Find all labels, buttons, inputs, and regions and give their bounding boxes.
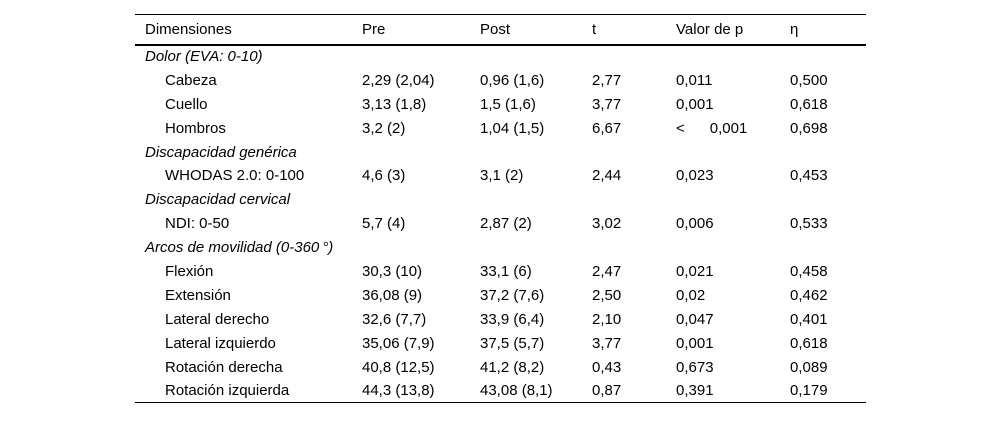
cell-p: 0,023 [676, 167, 714, 185]
table-row: Extensión 36,08 (9) 37,2 (7,6) 2,50 0,02… [135, 283, 866, 307]
cell-eta: 0,458 [790, 262, 828, 280]
table-row: Rotación derecha 40,8 (12,5) 41,2 (8,2) … [135, 355, 866, 379]
cell-p: 0,011 [676, 71, 713, 89]
column-header-post: Post [480, 20, 511, 38]
header-row: Dimensiones Pre Post t Valor de p η [135, 14, 866, 45]
section-label: Dolor (EVA: 0-10) [145, 48, 263, 66]
section-row: Dolor (EVA: 0-10) [135, 45, 866, 69]
row-label: Extensión [165, 286, 231, 304]
cell-eta: 0,089 [790, 358, 828, 376]
table-row: Cabeza 2,29 (2,04) 0,96 (1,6) 2,77 0,011… [135, 68, 866, 92]
row-label: Hombros [165, 119, 226, 137]
cell-eta: 0,401 [790, 310, 828, 328]
cell-post: 1,04 (1,5) [480, 119, 545, 137]
cell-post: 0,96 (1,6) [480, 71, 545, 89]
section-label: Arcos de movilidad (0-360 °) [145, 239, 334, 257]
cell-p: 0,001 [676, 95, 714, 113]
cell-t: 2,77 [592, 71, 622, 89]
section-row: Arcos de movilidad (0-360 °) [135, 236, 866, 260]
cell-pre: 32,6 (7,7) [362, 310, 427, 328]
cell-t: 3,77 [592, 334, 622, 352]
row-label: NDI: 0-50 [165, 215, 230, 233]
cell-eta: 0,462 [790, 286, 828, 304]
cell-pre: 44,3 (13,8) [362, 382, 435, 400]
cell-t: 2,44 [592, 167, 622, 185]
table-body: Dolor (EVA: 0-10) Cabeza 2,29 (2,04) 0,9… [135, 45, 866, 403]
cell-p: 0,001 [676, 334, 714, 352]
cell-p: 0,021 [676, 262, 714, 280]
cell-post: 37,2 (7,6) [480, 286, 545, 304]
cell-t: 0,87 [592, 382, 622, 400]
row-label: Cabeza [165, 71, 217, 89]
cell-eta: 0,500 [790, 71, 828, 89]
column-header-valor-de-p: Valor de p [676, 20, 744, 38]
column-header-t: t [592, 20, 597, 38]
cell-post: 33,1 (6) [480, 262, 532, 280]
cell-p: 0,391 [676, 382, 714, 400]
row-label: Cuello [165, 95, 208, 113]
row-label: Rotación derecha [165, 358, 283, 376]
table-row: NDI: 0-50 5,7 (4) 2,87 (2) 3,02 0,006 0,… [135, 212, 866, 236]
cell-p: 0,047 [676, 310, 714, 328]
cell-eta: 0,179 [790, 382, 828, 400]
section-label: Discapacidad genérica [145, 143, 297, 161]
row-label: Flexión [165, 262, 214, 280]
cell-t: 6,67 [592, 119, 622, 137]
row-label: Rotación izquierda [165, 382, 290, 400]
cell-p: 0,673 [676, 358, 714, 376]
cell-post: 33,9 (6,4) [480, 310, 545, 328]
cell-t: 2,47 [592, 262, 622, 280]
cell-eta: 0,618 [790, 95, 828, 113]
cell-p: 0,006 [676, 215, 714, 233]
row-label: WHODAS 2.0: 0-100 [165, 167, 305, 185]
cell-t: 2,50 [592, 286, 622, 304]
table-row: WHODAS 2.0: 0-100 4,6 (3) 3,1 (2) 2,44 0… [135, 164, 866, 188]
cell-t: 0,43 [592, 358, 622, 376]
table-row: Lateral izquierdo 35,06 (7,9) 37,5 (5,7)… [135, 331, 866, 355]
cell-pre: 4,6 (3) [362, 167, 406, 185]
cell-pre: 35,06 (7,9) [362, 334, 435, 352]
table-row: Cuello 3,13 (1,8) 1,5 (1,6) 3,77 0,001 0… [135, 92, 866, 116]
column-header-pre: Pre [362, 20, 386, 38]
cell-pre: 36,08 (9) [362, 286, 423, 304]
table-row: Rotación izquierda 44,3 (13,8) 43,08 (8,… [135, 379, 866, 403]
cell-t: 3,02 [592, 215, 622, 233]
cell-eta: 0,533 [790, 215, 828, 233]
cell-pre: 2,29 (2,04) [362, 71, 435, 89]
results-table: Dimensiones Pre Post t Valor de p η Dolo… [135, 14, 866, 403]
cell-pre: 30,3 (10) [362, 262, 423, 280]
row-label: Lateral izquierdo [165, 334, 276, 352]
table-row: Flexión 30,3 (10) 33,1 (6) 2,47 0,021 0,… [135, 260, 866, 284]
cell-post: 2,87 (2) [480, 215, 532, 233]
section-row: Discapacidad genérica [135, 140, 866, 164]
cell-pre: 40,8 (12,5) [362, 358, 435, 376]
cell-post: 1,5 (1,6) [480, 95, 536, 113]
cell-eta: 0,698 [790, 119, 828, 137]
section-row: Discapacidad cervical [135, 188, 866, 212]
cell-post: 43,08 (8,1) [480, 382, 553, 400]
cell-p: < 0,001 [676, 119, 748, 137]
row-label: Lateral derecho [165, 310, 270, 328]
cell-pre: 3,2 (2) [362, 119, 406, 137]
column-header-eta: η [790, 20, 799, 38]
cell-p: 0,02 [676, 286, 706, 304]
cell-post: 37,5 (5,7) [480, 334, 545, 352]
table-row: Lateral derecho 32,6 (7,7) 33,9 (6,4) 2,… [135, 307, 866, 331]
table-row: Hombros 3,2 (2) 1,04 (1,5) 6,67 < 0,001 … [135, 116, 866, 140]
cell-post: 3,1 (2) [480, 167, 524, 185]
cell-t: 2,10 [592, 310, 622, 328]
table-header: Dimensiones Pre Post t Valor de p η [135, 14, 866, 45]
cell-eta: 0,618 [790, 334, 828, 352]
column-header-dimensiones: Dimensiones [145, 20, 232, 38]
cell-post: 41,2 (8,2) [480, 358, 545, 376]
section-label: Discapacidad cervical [145, 191, 291, 209]
cell-t: 3,77 [592, 95, 622, 113]
cell-eta: 0,453 [790, 167, 828, 185]
cell-pre: 5,7 (4) [362, 215, 406, 233]
cell-pre: 3,13 (1,8) [362, 95, 427, 113]
